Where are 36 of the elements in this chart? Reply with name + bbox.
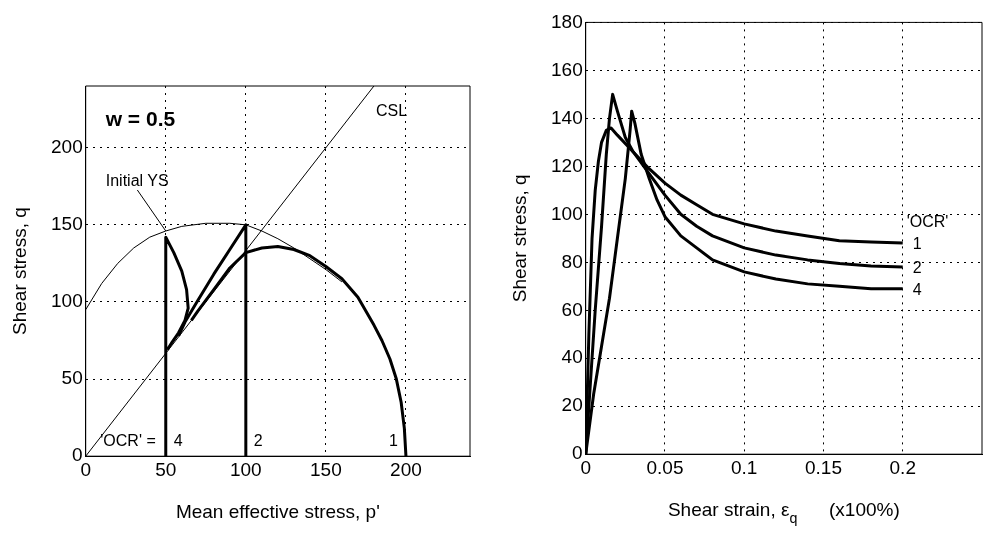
series-label: 4: [912, 280, 922, 298]
y-axis-title: Shear stress, q: [8, 207, 30, 335]
y-tick-label: 20: [561, 394, 583, 416]
y-tick-label: 40: [561, 346, 583, 368]
y-tick-label: 0: [572, 442, 583, 464]
y-tick-label: 180: [551, 10, 583, 32]
series-label: 2: [912, 259, 922, 277]
series-label: 1: [912, 235, 922, 253]
y-tick-label: 120: [551, 154, 583, 176]
y-axis-title: Shear stress, q: [508, 174, 530, 303]
text: Initial YS: [105, 171, 169, 189]
x-tick-label: 100: [229, 458, 262, 480]
x-tick-label: 0.1: [731, 456, 758, 478]
y-tick-label: 140: [551, 106, 583, 128]
x-tick-label: 50: [155, 458, 177, 480]
y-tick-label: 160: [551, 58, 583, 80]
annotation: 'OCR' =: [100, 432, 156, 450]
series-label: 4: [173, 432, 183, 450]
x-tick-label: 150: [310, 458, 342, 480]
annotation: 'OCR': [906, 213, 949, 231]
series-label: 2: [253, 432, 263, 450]
y-tick-label: 100: [551, 202, 583, 224]
y-tick-label: 60: [561, 298, 583, 320]
x-tick-label: 200: [390, 458, 422, 480]
series-label: CSL: [375, 102, 408, 119]
annotation: w = 0.5: [104, 107, 176, 130]
y-tick-label: 150: [51, 213, 83, 235]
x-axis-title: Mean effective stress, p': [175, 501, 380, 523]
x-tick-label: 0.15: [804, 456, 842, 478]
series-label: 1: [389, 432, 399, 450]
x-tick-label: 0.2: [889, 456, 916, 478]
y-tick-label: 80: [561, 250, 583, 272]
y-tick-label: 50: [61, 367, 83, 389]
y-tick-label: 100: [51, 290, 83, 312]
y-tick-label: 200: [51, 135, 83, 157]
x-tick-label: 0.05: [646, 456, 684, 478]
